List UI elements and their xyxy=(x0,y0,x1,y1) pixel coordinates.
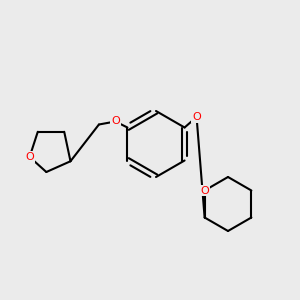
Text: O: O xyxy=(200,185,209,196)
Text: O: O xyxy=(192,112,201,122)
Text: O: O xyxy=(25,152,34,162)
Text: O: O xyxy=(111,116,120,127)
